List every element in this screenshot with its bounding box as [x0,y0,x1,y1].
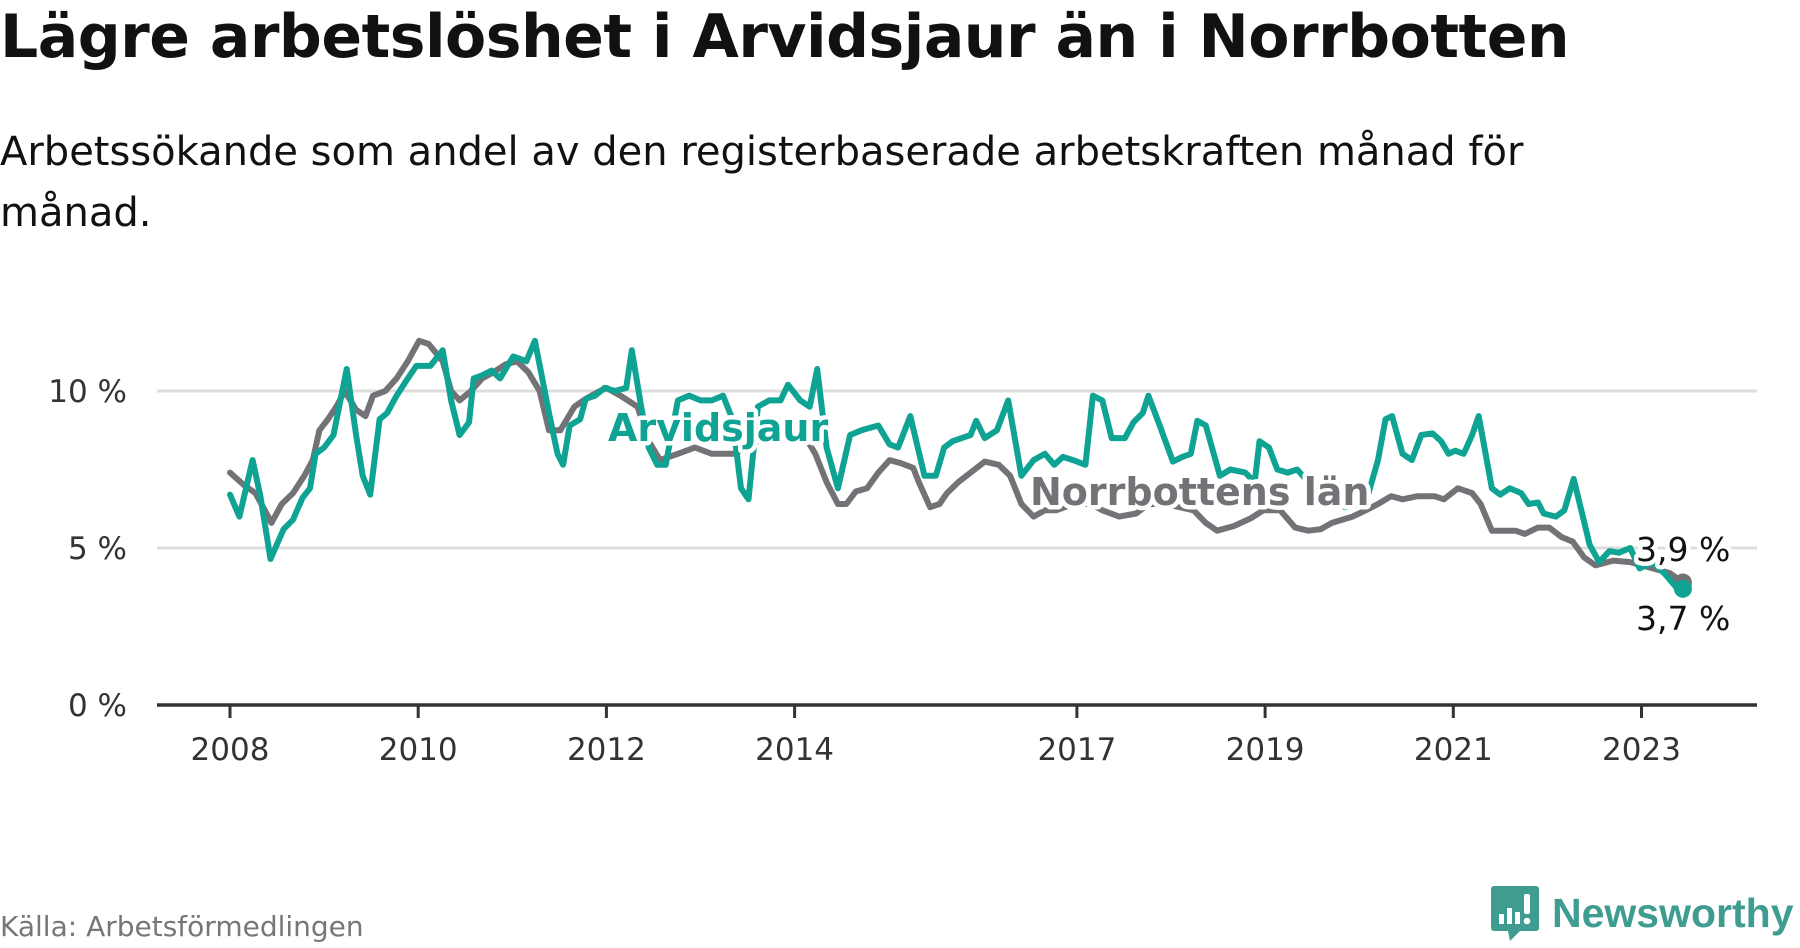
series-line-arvidsjaur [227,337,1686,592]
x-tick-label: 2008 [191,732,270,768]
x-tick-label: 2021 [1414,732,1493,768]
x-tick-label: 2017 [1037,732,1116,768]
x-axis: 2008 2010 2012 2014 2017 2019 2021 2023 [157,703,1757,768]
x-tick-label: 2012 [567,732,646,768]
y-tick-label: 0 % [68,688,127,724]
chart-subtitle: Arbetssökande som andel av den registerb… [0,129,1524,236]
newsworthy-logo-icon [1491,886,1539,941]
y-tick-label: 10 % [48,374,127,410]
y-axis-ticks: 0 % 5 % 10 % [48,374,127,724]
series-line-norrbotten [227,337,1686,586]
x-tick-label: 2019 [1226,732,1305,768]
newsworthy-logo[interactable]: Newsworthy [1490,884,1794,942]
end-label-norrbotten: 3,9 % [1636,530,1730,569]
x-tick-label: 2014 [755,732,834,768]
newsworthy-logo-text: Newsworthy [1552,889,1794,936]
chart-title: Lägre arbetslöshet i Arvidsjaur än i Nor… [0,2,1570,72]
series-labels: Arvidsjaur Norrbottens län 3,9 % 3,7 % [604,402,1735,643]
source-note: Källa: Arbetsförmedlingen [0,910,364,943]
end-label-arvidsjaur: 3,7 % [1636,599,1730,638]
x-tick-label: 2023 [1602,732,1681,768]
series-end-dot [1673,579,1692,598]
y-tick-label: 5 % [68,531,127,567]
series-label-norrbotten: Norrbottens län [1030,470,1369,514]
x-tick-label: 2010 [379,732,458,768]
series-lines [227,337,1692,598]
gridlines [157,389,1757,550]
series-label-arvidsjaur: Arvidsjaur [608,406,828,450]
